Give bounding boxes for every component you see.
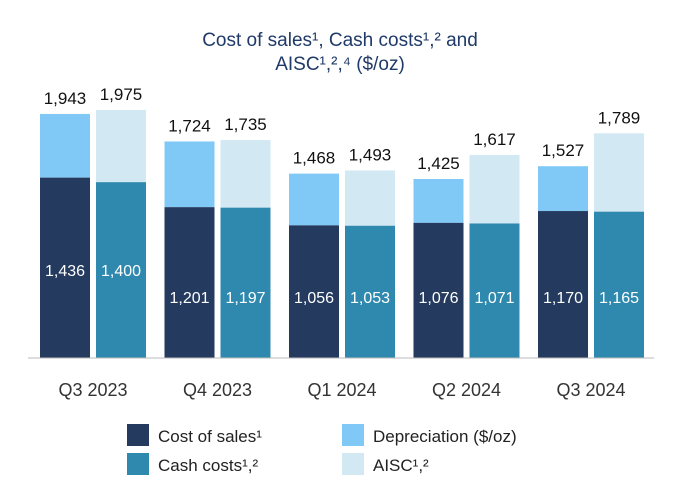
cost-of-sales-total-label: 1,468 (293, 149, 336, 168)
cost-of-sales-bar (413, 222, 464, 358)
x-tick-label: Q3 2024 (556, 380, 625, 400)
legend-label: Depreciation ($/oz) (373, 427, 517, 446)
aisc-total-label: 1,735 (224, 115, 267, 134)
aisc-total-label: 1,975 (100, 85, 143, 104)
cost-of-sales-value-label: 1,170 (543, 290, 583, 307)
legend-label: Cost of sales¹ (158, 427, 262, 446)
cash-costs-bar (594, 211, 644, 358)
legend-swatch (342, 453, 364, 475)
cost-of-sales-total-label: 1,425 (417, 154, 460, 173)
cost-of-sales-value-label: 1,201 (169, 290, 209, 307)
cash-costs-bar (220, 207, 271, 358)
cash-costs-bar (345, 225, 395, 358)
cash-costs-value-label: 1,165 (599, 290, 639, 307)
aisc-total-label: 1,493 (349, 145, 392, 164)
depreciation-bar (164, 141, 215, 208)
depreciation-bar (40, 113, 90, 178)
aisc-total-label: 1,617 (473, 130, 516, 149)
cost-of-sales-value-label: 1,056 (294, 290, 334, 307)
cost-of-sales-bar (164, 207, 215, 358)
cash-costs-bar (96, 182, 146, 358)
cash-costs-value-label: 1,071 (474, 290, 514, 307)
cost-of-sales-bar (538, 211, 588, 358)
chart-title-line-2: AISC¹,²,⁴ ($/oz) (275, 54, 405, 75)
cost-of-sales-bar (40, 177, 90, 358)
x-tick-label: Q2 2024 (432, 380, 501, 400)
bar-group (40, 109, 644, 358)
legend-swatch (342, 424, 364, 446)
cash-costs-bar (469, 223, 520, 358)
legend: Cost of sales¹ Depreciation ($/oz) Cash co… (127, 424, 517, 475)
label-group: 1,943 1,975 1,436 1,400 1,724 1,735 1,201 1,197… (44, 85, 641, 307)
legend-label: Cash costs¹,² (158, 456, 258, 475)
legend-swatch (127, 424, 149, 446)
aisc-bar (96, 109, 146, 183)
cost-of-sales-total-label: 1,943 (44, 89, 87, 108)
legend-swatch (127, 453, 149, 475)
aisc-bar (469, 154, 520, 224)
depreciation-bar (538, 166, 588, 212)
aisc-bar (220, 140, 271, 208)
cost-of-sales-total-label: 1,724 (168, 116, 211, 135)
legend-label: AISC¹,² (373, 456, 429, 475)
x-tick-label: Q3 2023 (58, 380, 127, 400)
cash-costs-value-label: 1,053 (350, 290, 390, 307)
cost-of-sales-total-label: 1,527 (542, 141, 585, 160)
cost-of-sales-bar (289, 225, 339, 358)
cash-costs-value-label: 1,400 (101, 263, 141, 280)
chart-title-line-1: Cost of sales¹, Cash costs¹,² and (202, 30, 478, 51)
depreciation-bar (289, 173, 339, 226)
x-tick-label: Q1 2024 (307, 380, 376, 400)
aisc-bar (345, 170, 395, 226)
x-tick-label: Q4 2023 (183, 380, 252, 400)
aisc-total-label: 1,789 (598, 108, 641, 127)
cost-of-sales-value-label: 1,076 (418, 290, 458, 307)
cash-costs-value-label: 1,197 (225, 290, 265, 307)
x-tick-group: Q3 2023 Q4 2023 Q1 2024 Q2 2024 Q3 2024 (58, 380, 625, 400)
depreciation-bar (413, 179, 464, 223)
aisc-bar (594, 133, 644, 212)
cost-of-sales-value-label: 1,436 (45, 263, 85, 280)
